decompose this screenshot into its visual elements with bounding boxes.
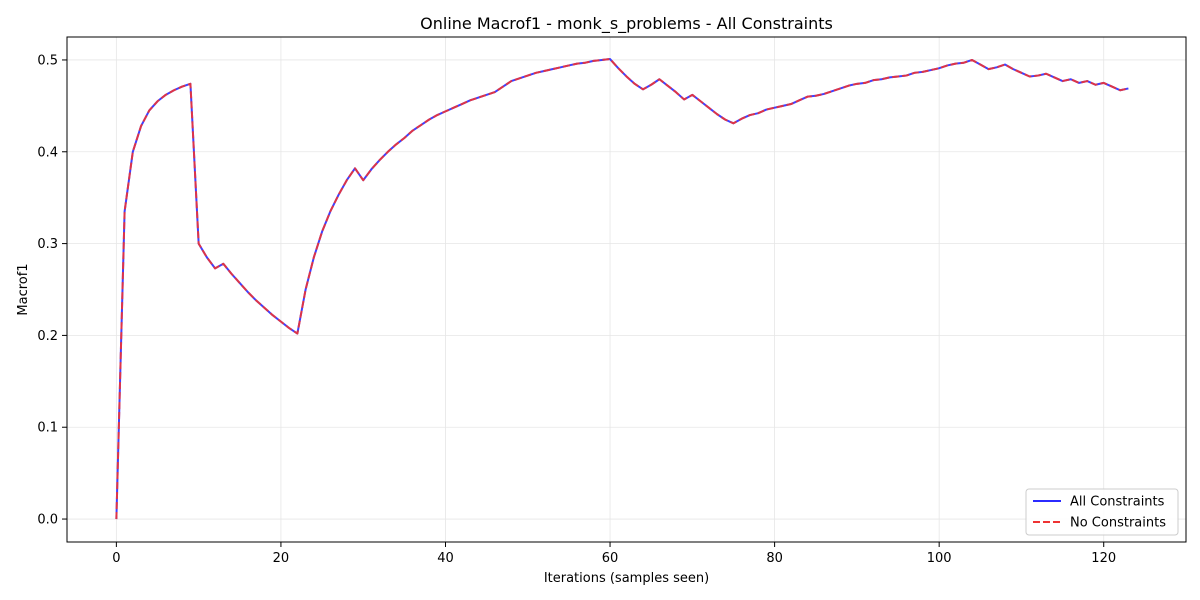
legend: All Constraints No Constraints <box>1025 488 1179 536</box>
x-tick-label: 40 <box>437 551 454 566</box>
y-tick-label: 0.4 <box>37 145 58 160</box>
plot-frame <box>66 36 1187 543</box>
legend-box <box>1025 488 1179 536</box>
chart-title: Online Macrof1 - monk_s_problems - All C… <box>420 14 833 34</box>
y-axis-label: Macrof1 <box>16 263 31 315</box>
series-line-no-constraints <box>115 58 1129 520</box>
series-layer <box>115 58 1129 520</box>
grid <box>67 37 1186 542</box>
x-tick-label: 0 <box>112 551 120 566</box>
y-tick-label: 0.1 <box>37 421 58 436</box>
axis-ticks: 0 20 40 60 80 100 120 0.0 0.1 0.2 0.3 0.4 0.5 <box>37 53 1116 566</box>
legend-label: All Constraints <box>1070 495 1165 510</box>
x-tick-label: 60 <box>602 551 619 566</box>
y-tick-label: 0.2 <box>37 329 58 344</box>
x-tick-label: 80 <box>766 551 783 566</box>
legend-label: No Constraints <box>1070 516 1166 531</box>
y-tick-label: 0.5 <box>37 53 58 68</box>
x-tick-label: 100 <box>927 551 952 566</box>
x-axis-label: Iterations (samples seen) <box>544 571 709 586</box>
x-tick-label: 20 <box>273 551 290 566</box>
y-tick-label: 0.3 <box>37 237 58 252</box>
y-tick-label: 0.0 <box>37 513 58 528</box>
x-tick-label: 120 <box>1091 551 1116 566</box>
